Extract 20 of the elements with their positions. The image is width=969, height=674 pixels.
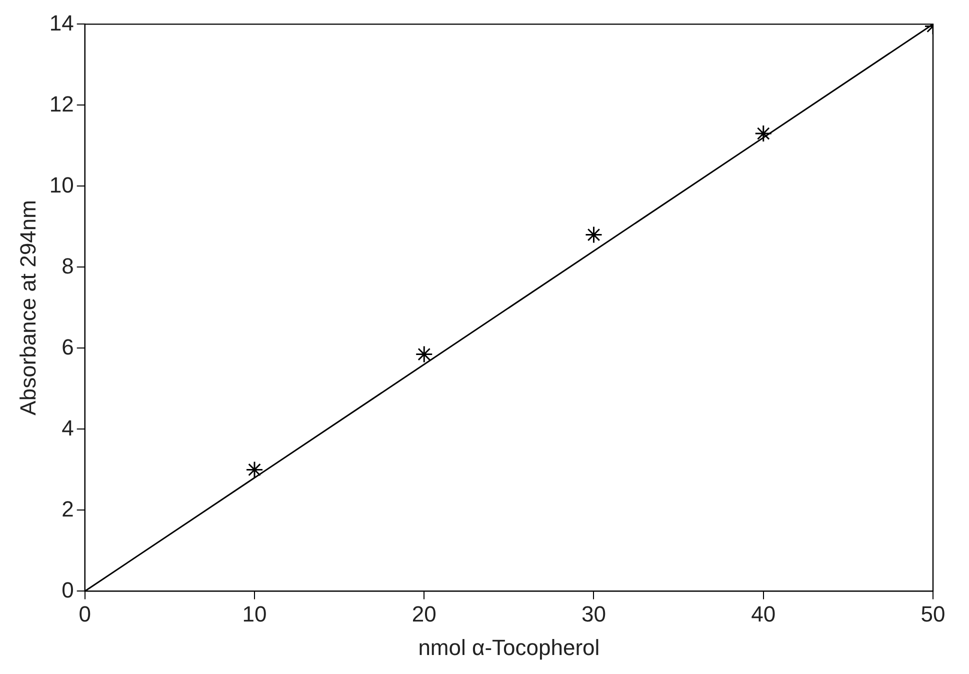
y-axis-title: Absorbance at 294nm: [15, 200, 40, 416]
y-tick-label: 14: [49, 10, 74, 36]
x-tick-label: 10: [242, 601, 267, 626]
y-tick-label: 4: [62, 415, 74, 440]
x-tick-label: 0: [78, 601, 91, 626]
y-tick-label: 10: [49, 172, 74, 198]
x-axis-title: nmol α-Tocopherol: [418, 634, 600, 660]
y-tick-label: 0: [62, 577, 74, 602]
y-tick-label: 8: [62, 253, 74, 278]
point: [754, 124, 772, 142]
y-tick-label: 6: [62, 334, 74, 360]
point: [415, 346, 433, 364]
point: [246, 460, 264, 478]
y-tick-label: 12: [49, 91, 74, 116]
x-tick-label: 30: [582, 601, 606, 626]
x-tick-label: 40: [751, 601, 776, 626]
x-tick-label: 50: [920, 601, 946, 626]
y-tick-label: 2: [62, 496, 74, 522]
point: [585, 226, 602, 244]
x-tick-label: 20: [412, 601, 436, 626]
